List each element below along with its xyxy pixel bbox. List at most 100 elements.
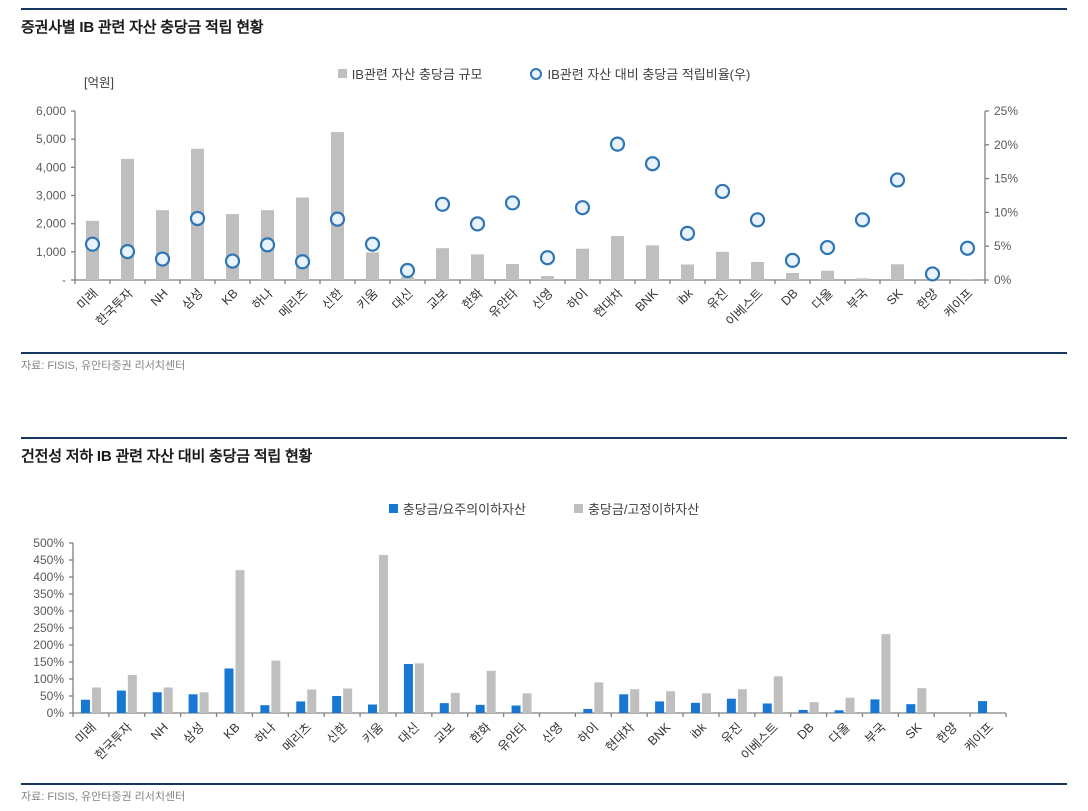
bar-유진	[716, 251, 729, 280]
bar-신한	[331, 132, 344, 280]
point-하이	[574, 200, 591, 216]
point-키움	[364, 236, 381, 252]
bar-blue-키움	[368, 704, 378, 713]
point-DB	[784, 252, 801, 268]
bar-blue-DB	[798, 709, 808, 713]
chart2-legend-gray-label: 충당금/고정이하자산	[587, 502, 700, 517]
bar-blue-대신	[403, 664, 413, 713]
point-미래	[84, 236, 101, 252]
x-label-NH: NH	[148, 286, 171, 309]
x-label-키움: 키움	[360, 720, 386, 746]
bar-gray-교보	[450, 692, 460, 713]
chart1-legend-item-ratio: IB관련 자산 대비 충당금 적립비율(우)	[530, 64, 750, 83]
bar-blue-유안타	[511, 705, 521, 713]
bar-gray-BNK	[666, 691, 676, 713]
divider-bottom	[21, 783, 1067, 785]
bar-gray-하나	[271, 660, 281, 713]
point-신한	[329, 211, 346, 227]
divider-chart1-bottom	[21, 352, 1067, 354]
x-label-하이: 하이	[575, 720, 601, 746]
point-한국투자	[119, 244, 136, 260]
divider-top	[21, 8, 1067, 10]
x-label-유안타: 유안타	[486, 286, 521, 321]
x-label-신한: 신한	[324, 720, 351, 747]
bar-blue-SK	[906, 704, 916, 713]
bar-blue-한화	[475, 704, 485, 713]
y-axis-tick-label: 400%	[33, 570, 64, 584]
x-label-DB: DB	[778, 286, 800, 308]
x-label-KB: KB	[221, 720, 243, 742]
point-하나	[259, 237, 276, 253]
left-axis-tick-label: 6,000	[36, 104, 66, 118]
bar-gray-부국	[881, 634, 891, 713]
y-axis-tick-label: 0%	[47, 706, 65, 720]
point-KB	[224, 253, 241, 269]
x-label-한화: 한화	[468, 720, 495, 747]
left-axis-tick-label: 5,000	[36, 132, 66, 146]
x-label-다올: 다올	[826, 720, 852, 746]
chart2-legend-item-blue: 충당금/요주의이하자산	[388, 499, 526, 518]
x-label-교보: 교보	[424, 286, 450, 312]
point-NH	[154, 251, 171, 267]
x-label-SK: SK	[903, 720, 925, 742]
bar-gray-현대차	[630, 689, 640, 713]
bar-blue-BNK	[655, 701, 665, 713]
bar-gray-대신	[414, 663, 424, 713]
bar-blue-하이	[583, 708, 593, 713]
x-label-이베스트: 이베스트	[723, 286, 765, 328]
bar-gray-NH	[163, 687, 173, 713]
point-케이프	[959, 240, 976, 256]
x-label-대신: 대신	[389, 286, 415, 312]
left-axis-tick-label: 1,000	[36, 245, 66, 259]
chart1-legend-item-bar: IB관련 자산 충당금 규모	[337, 64, 482, 83]
bar-SK	[891, 264, 904, 280]
bar-blue-NH	[152, 692, 162, 713]
x-label-한양: 한양	[914, 286, 941, 313]
x-label-ibk: ibk	[688, 720, 710, 742]
x-label-DB: DB	[795, 720, 817, 742]
bar-blue-KB	[224, 668, 234, 713]
bar-부국	[856, 278, 869, 280]
y-axis-tick-label: 200%	[33, 638, 64, 652]
bar-gray-유진	[737, 689, 747, 713]
point-이베스트	[749, 212, 766, 228]
divider-section2-top	[21, 437, 1067, 439]
y-axis-tick-label: 450%	[33, 553, 64, 567]
bar-DB	[786, 272, 799, 280]
bar-blue-ibk	[690, 702, 700, 713]
x-label-대신: 대신	[396, 720, 422, 746]
bar-gray-ibk	[701, 693, 711, 713]
bar-gray-키움	[379, 554, 389, 713]
x-label-한양: 한양	[934, 720, 961, 747]
point-부국	[854, 212, 871, 228]
point-유진	[714, 183, 731, 200]
x-label-KB: KB	[219, 286, 241, 308]
bar-blue-다올	[834, 710, 844, 713]
left-axis-tick-label: -	[62, 273, 66, 287]
x-label-메리츠: 메리츠	[276, 286, 310, 320]
bar-키움	[366, 252, 379, 280]
x-label-한국투자: 한국투자	[93, 720, 136, 763]
right-axis-tick-label: 15%	[994, 172, 1018, 186]
x-label-이베스트: 이베스트	[738, 720, 780, 762]
left-axis-tick-label: 2,000	[36, 217, 66, 231]
x-label-유진: 유진	[719, 720, 745, 746]
x-label-한국투자: 한국투자	[93, 286, 136, 329]
x-label-삼성: 삼성	[179, 286, 205, 312]
bar-gray-SK	[917, 688, 927, 713]
x-label-현대차: 현대차	[591, 286, 626, 321]
blue-bar-swatch-icon	[388, 504, 398, 513]
gray-bar-swatch-icon	[573, 504, 583, 513]
point-현대차	[609, 136, 626, 152]
bar-blue-케이프	[978, 701, 988, 713]
bar-gray-하이	[594, 682, 604, 713]
x-label-SK: SK	[884, 286, 906, 308]
y-axis-tick-label: 500%	[33, 536, 64, 550]
y-axis-tick-label: 300%	[33, 604, 64, 618]
chart2-plot: 0% 50% 100% 150% 200% 250% 300% 350% 400% 450% 500…	[33, 536, 1007, 763]
bar-blue-유진	[726, 698, 736, 713]
x-label-다올: 다올	[809, 286, 835, 312]
point-대신	[399, 262, 416, 279]
right-axis-tick-label: 10%	[994, 205, 1018, 219]
